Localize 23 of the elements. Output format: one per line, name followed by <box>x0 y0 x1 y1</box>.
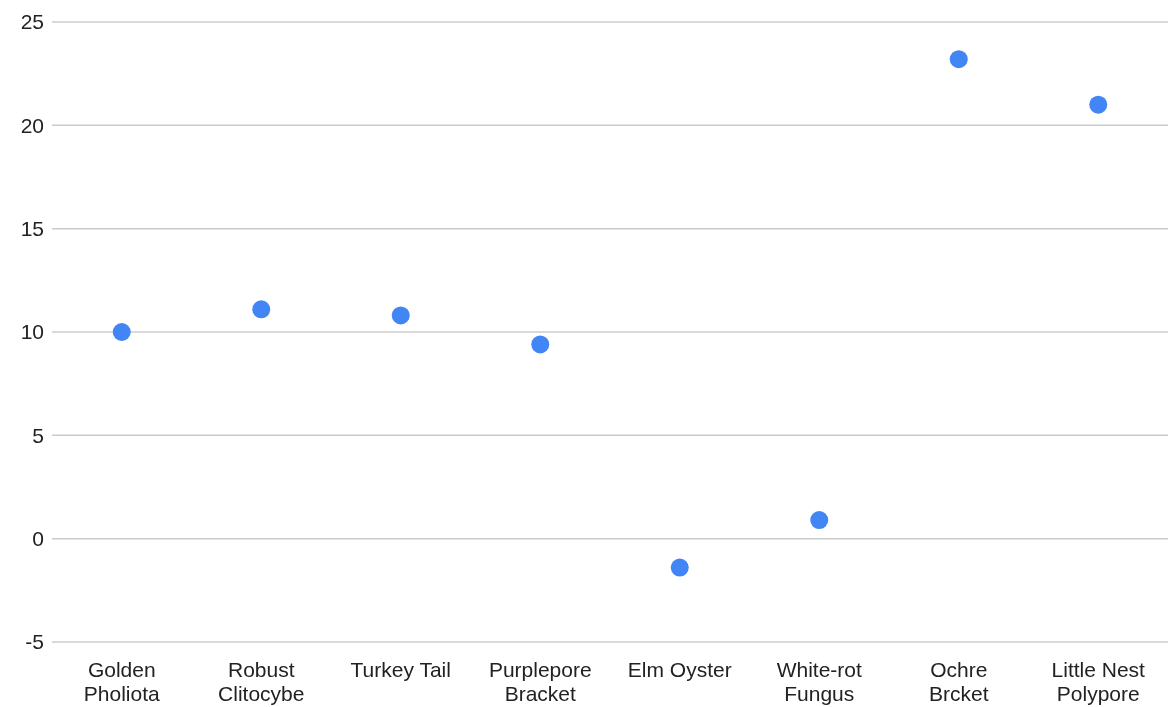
point <box>252 300 271 319</box>
point <box>391 306 410 325</box>
point <box>670 558 689 577</box>
y-tick-label: -5 <box>25 630 44 654</box>
point <box>1089 95 1108 114</box>
y-tick-label: 5 <box>32 423 44 447</box>
y-tick-label: 25 <box>20 10 44 34</box>
x-tick-label: Purplepore Bracket <box>488 657 592 706</box>
x-tick-label: Turkey Tail <box>350 657 451 681</box>
y-tick-label: 15 <box>20 217 44 241</box>
x-tick-label: White-rot Fungus <box>776 657 862 706</box>
x-tick-label: Ochre Brcket <box>928 657 989 706</box>
x-tick-label: Golden Pholiota <box>83 657 161 706</box>
x-tick-label: Elm Oyster <box>627 657 732 681</box>
point <box>949 50 968 69</box>
y-tick-label: 0 <box>32 527 44 551</box>
x-tick-label: Robust Clitocybe <box>218 657 305 706</box>
point <box>112 323 131 341</box>
y-tick-label: 10 <box>20 320 44 344</box>
x-tick-label: Little Nest Polypore <box>1051 657 1146 706</box>
y-tick-label: 20 <box>20 113 44 137</box>
point <box>810 511 829 530</box>
point <box>531 335 550 354</box>
